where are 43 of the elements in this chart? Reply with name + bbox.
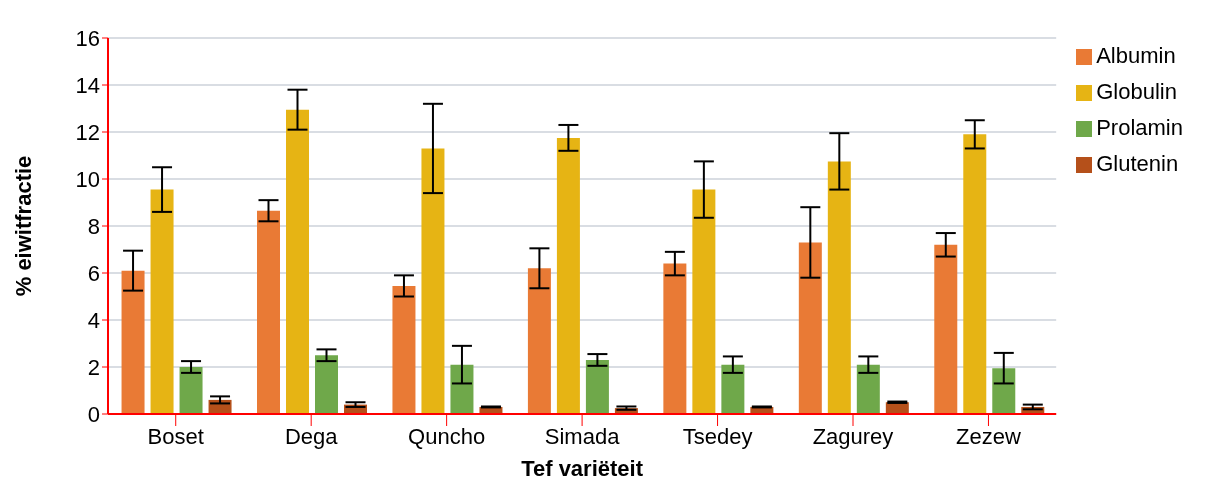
bar	[150, 189, 174, 414]
x-tick-label: Simada	[544, 423, 621, 449]
x-tick-label: Dega	[284, 423, 339, 449]
bar	[992, 368, 1016, 414]
y-tick-label: 6	[87, 260, 100, 286]
x-axis-title: Tef variëteit	[521, 456, 644, 481]
bar	[798, 242, 822, 414]
bar	[450, 364, 474, 414]
x-tick-label: Zezew	[956, 423, 1021, 449]
bar	[556, 137, 580, 414]
bar	[934, 244, 958, 414]
bar	[179, 367, 203, 414]
bar	[856, 364, 880, 414]
bar	[827, 161, 851, 414]
y-axis-title: % eiwitfractie	[10, 155, 36, 297]
bar	[692, 189, 716, 414]
y-tick-label: 12	[75, 119, 100, 145]
y-tick-label: 16	[75, 25, 100, 51]
legend-label: Prolamin	[1096, 115, 1183, 140]
y-tick-label: 2	[87, 354, 100, 380]
bar	[121, 270, 145, 414]
bar	[392, 285, 416, 414]
bar	[963, 134, 987, 414]
x-tick-label: Zagurey	[812, 423, 894, 449]
bar	[315, 355, 338, 414]
y-tick-label: 8	[87, 213, 100, 239]
y-tick-label: 0	[87, 401, 100, 427]
bar	[257, 210, 280, 414]
y-tick-label: 14	[75, 72, 100, 98]
bar	[421, 148, 445, 414]
legend-label: Glutenin	[1096, 151, 1179, 176]
bar	[721, 364, 745, 414]
bar	[663, 263, 687, 414]
x-tick-label: Tsedey	[682, 423, 753, 449]
y-tick-label: 10	[75, 166, 100, 192]
bar	[585, 359, 609, 414]
legend-label: Globulin	[1096, 79, 1177, 104]
y-tick-label: 4	[87, 307, 100, 333]
x-tick-label: Boset	[147, 423, 204, 449]
bar	[286, 109, 309, 414]
x-tick-label: Quncho	[408, 423, 486, 449]
legend-label: Albumin	[1096, 43, 1176, 68]
bar	[527, 268, 551, 414]
